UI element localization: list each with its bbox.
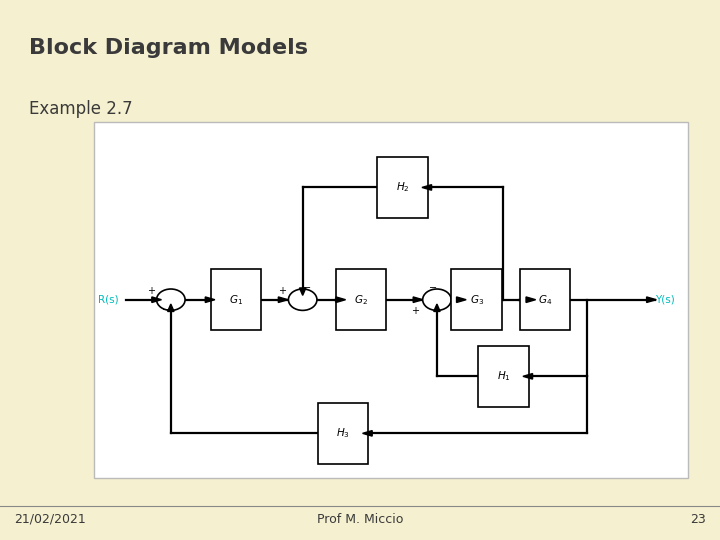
Polygon shape: [413, 297, 423, 302]
Polygon shape: [152, 297, 161, 302]
Text: $G_2$: $G_2$: [354, 293, 368, 307]
Text: +: +: [411, 306, 419, 315]
Polygon shape: [456, 297, 466, 302]
Text: −: −: [303, 283, 311, 293]
Polygon shape: [422, 185, 431, 190]
Text: Y(s): Y(s): [655, 295, 675, 305]
Text: Block Diagram Models: Block Diagram Models: [29, 38, 308, 58]
Bar: [336, 269, 386, 330]
Text: 23: 23: [690, 513, 706, 526]
Bar: [451, 269, 502, 330]
Text: Prof M. Miccio: Prof M. Miccio: [317, 513, 403, 526]
Bar: [377, 157, 428, 218]
Text: Example 2.7: Example 2.7: [29, 100, 132, 118]
Polygon shape: [336, 297, 346, 302]
Polygon shape: [526, 297, 536, 302]
Polygon shape: [300, 288, 306, 295]
Text: $G_3$: $G_3$: [469, 293, 484, 307]
Text: −: −: [429, 283, 437, 293]
Polygon shape: [433, 304, 440, 312]
Polygon shape: [363, 430, 372, 436]
Text: R(s): R(s): [98, 295, 119, 305]
Polygon shape: [523, 374, 533, 379]
Circle shape: [289, 289, 317, 310]
Text: +: +: [147, 286, 155, 296]
Polygon shape: [647, 297, 656, 302]
Text: +: +: [279, 286, 287, 296]
Text: −: −: [163, 306, 171, 315]
Polygon shape: [279, 297, 288, 302]
Polygon shape: [168, 304, 174, 312]
Text: $H_3$: $H_3$: [336, 427, 350, 440]
Text: $G_4$: $G_4$: [538, 293, 552, 307]
Text: $H_1$: $H_1$: [497, 369, 510, 383]
Circle shape: [156, 289, 185, 310]
Circle shape: [423, 289, 451, 310]
Bar: [211, 269, 261, 330]
Bar: [520, 269, 570, 330]
Text: $H_2$: $H_2$: [396, 180, 409, 194]
Bar: [318, 403, 369, 464]
Bar: [478, 346, 528, 407]
FancyBboxPatch shape: [94, 122, 688, 478]
Polygon shape: [205, 297, 215, 302]
Text: 21/02/2021: 21/02/2021: [14, 513, 86, 526]
Text: $G_1$: $G_1$: [229, 293, 243, 307]
